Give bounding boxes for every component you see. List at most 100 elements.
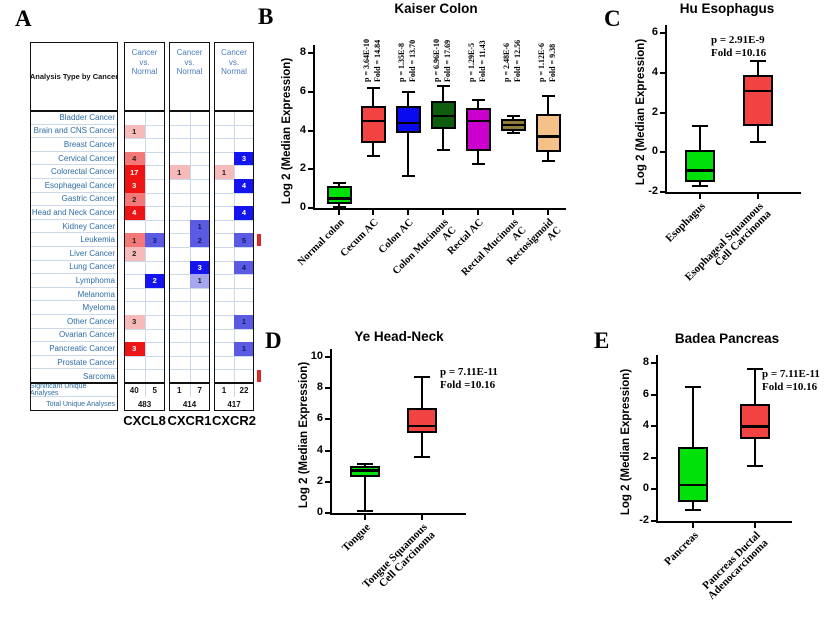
y-tick-B	[308, 129, 313, 132]
x-tick-D	[364, 515, 366, 520]
whisker-cap-low	[414, 455, 430, 458]
y-axis-line-C	[665, 25, 667, 194]
table-label-body-border	[30, 111, 118, 383]
y-tick-label-C: -2	[648, 185, 658, 197]
y-tick-E	[651, 520, 656, 522]
y-tick-D	[325, 387, 330, 390]
median-line	[745, 89, 771, 93]
gene-group-summary-border	[169, 383, 210, 411]
data-cell-cxcl8: 4	[124, 151, 145, 166]
p-value-annotation-C: p = 2.91E-9 Fold =10.16	[711, 34, 767, 59]
data-cell-cxcr1: 1	[169, 165, 190, 179]
x-axis-line-D	[330, 513, 466, 515]
data-cell-cxcr2: 1	[234, 342, 254, 356]
whisker-cap-high	[692, 125, 708, 128]
p-value-annotation-B: p = 3.64E-10 Fold = 14.84	[362, 38, 382, 82]
x-tick-B	[442, 210, 444, 215]
p-value-annotation-D: p = 7.11E-11 Fold =10.16	[440, 366, 498, 391]
y-tick-C	[660, 191, 665, 193]
box-E-1	[740, 404, 770, 439]
significant-count: 1	[221, 385, 227, 395]
y-tick-D	[325, 449, 330, 452]
median-line	[397, 121, 419, 125]
data-cell-cxcr2: 1	[234, 315, 254, 329]
cancer-row-label: Lung Cancer	[30, 261, 118, 275]
data-cell-cxcr2: 5	[234, 233, 254, 247]
x-category-label-D: Tongue Squamous Cell Carcinoma	[360, 521, 438, 591]
x-tick-D	[421, 515, 423, 520]
y-tick-D	[325, 512, 330, 514]
whisker-cap-high	[366, 86, 380, 89]
y-axis-line-B	[313, 45, 315, 210]
whisker-cap-low	[471, 163, 485, 166]
gene-group-header: Cancer vs. Normal	[169, 42, 210, 111]
y-tick-E	[651, 425, 656, 428]
y-tick-B	[308, 90, 313, 93]
summary-label-significant: Significant Unique Analyses	[30, 383, 118, 397]
box-B-0	[326, 185, 352, 205]
grid-divider	[144, 111, 146, 397]
whisker-cap-high	[401, 90, 415, 93]
data-cell-cxcl8: 2	[144, 274, 165, 288]
y-tick-E	[651, 456, 656, 459]
cropped-cell-mark	[257, 234, 261, 246]
box-C-0	[685, 150, 715, 183]
y-tick-label-B: 6	[299, 84, 306, 97]
x-axis-line-C	[665, 192, 801, 194]
y-tick-label-B: 4	[299, 123, 306, 136]
box-D-0	[350, 466, 380, 478]
summary-label-total: Total Unique Analyses	[46, 400, 115, 408]
median-line	[502, 123, 524, 127]
y-tick-label-B: 8	[299, 46, 306, 58]
x-tick-B	[338, 210, 340, 215]
box-E-0	[678, 446, 708, 503]
panel-letter-a: A	[15, 6, 32, 31]
gene-group-summary-border	[124, 383, 165, 411]
whisker-cap-low	[401, 175, 415, 178]
y-tick-C	[660, 151, 665, 154]
y-tick-label-D: 4	[316, 443, 323, 456]
significant-count: 5	[152, 385, 157, 395]
plot-title-C: Hu Esophagus	[679, 1, 775, 16]
whisker-cap-low	[747, 464, 763, 467]
whisker-cap-high	[685, 385, 701, 388]
cancer-row-label: Lymphoma	[30, 274, 118, 288]
y-tick-B	[308, 207, 313, 209]
cancer-row-label: Other Cancer	[30, 315, 118, 329]
y-tick-label-E: -2	[639, 514, 649, 526]
p-value-annotation-E: p = 7.11E-11 Fold =10.16	[762, 368, 820, 393]
whisker-cap-high	[436, 84, 450, 87]
cancer-row-label: Bladder Cancer	[30, 111, 118, 125]
panel-letter-e: E	[594, 328, 610, 353]
y-axis-line-E	[656, 355, 658, 523]
x-tick-C	[757, 194, 759, 199]
whisker-cap-high	[414, 376, 430, 379]
panel-letter-d: D	[265, 328, 282, 353]
data-cell-cxcr1: 3	[189, 260, 210, 275]
cropped-cell-mark	[257, 370, 261, 382]
whisker-cap-low	[750, 141, 766, 144]
y-tick-B	[308, 52, 313, 54]
whisker-cap-low	[366, 154, 380, 157]
y-tick-D	[325, 356, 330, 358]
y-tick-label-D: 6	[316, 412, 323, 425]
x-tick-C	[699, 194, 701, 199]
grid-divider	[189, 111, 191, 397]
data-cell-cxcl8: 3	[124, 315, 145, 329]
whisker-cap-high	[332, 181, 346, 184]
x-tick-B	[477, 210, 479, 215]
gene-name-label: CXCR2	[211, 413, 257, 428]
y-tick-label-C: 2	[651, 105, 658, 118]
data-cell-cxcl8: 2	[124, 192, 145, 207]
x-tick-B	[407, 210, 409, 215]
whisker-cap-high	[541, 94, 555, 97]
y-tick-label-E: 4	[642, 419, 649, 432]
whisker-cap-high	[506, 114, 520, 117]
data-cell-cxcr2: 1	[214, 165, 234, 179]
significant-count: 40	[129, 385, 139, 395]
box-D-1	[407, 408, 437, 434]
cancer-row-label: Sarcoma	[82, 371, 115, 381]
whisker-D	[364, 463, 366, 512]
median-line	[537, 135, 559, 138]
